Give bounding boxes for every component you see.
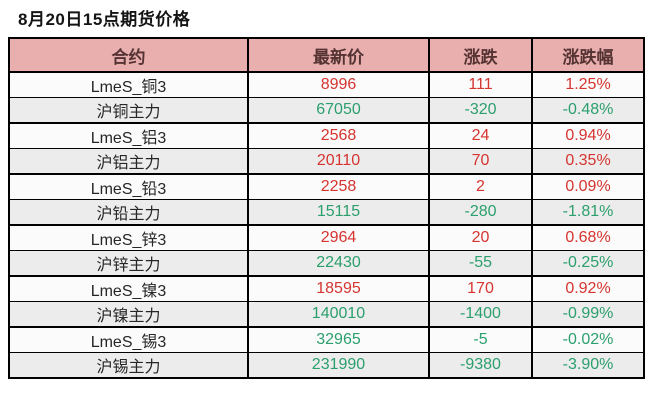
cell-change: 70: [428, 148, 533, 175]
cell-change: 20: [428, 224, 533, 251]
table-header: 合约 最新价 涨跌 涨跌幅: [8, 37, 645, 73]
table-row: 沪铝主力 20110 70 0.35%: [8, 148, 645, 175]
cell-last: 2258: [247, 173, 430, 200]
cell-last: 67050: [247, 97, 430, 124]
cell-pct: 0.92%: [531, 275, 645, 302]
cell-pct: -3.90%: [531, 352, 645, 379]
cell-pct: -1.81%: [531, 199, 645, 226]
cell-contract: LmeS_锡3: [8, 326, 249, 353]
column-header: 涨跌幅: [531, 37, 645, 73]
cell-change: -5: [428, 326, 533, 353]
cell-change: 2: [428, 173, 533, 200]
cell-pct: -0.02%: [531, 326, 645, 353]
cell-change: 24: [428, 122, 533, 149]
cell-change: 170: [428, 275, 533, 302]
table-row: LmeS_锌3 2964 20 0.68%: [8, 224, 645, 251]
cell-contract: 沪铜主力: [8, 97, 249, 124]
cell-pct: -0.48%: [531, 97, 645, 124]
futures-price-table: 合约 最新价 涨跌 涨跌幅 LmeS_铜3 8996 111 1.25% 沪铜主力 67050-…: [8, 37, 645, 379]
cell-contract: LmeS_铅3: [8, 173, 249, 200]
cell-change: -1400: [428, 301, 533, 328]
header-row: 合约 最新价 涨跌 涨跌幅: [8, 37, 645, 73]
cell-pct: 1.25%: [531, 71, 645, 98]
column-header: 涨跌: [428, 37, 533, 73]
table-row: 沪镍主力 140010 -1400 -0.99%: [8, 301, 645, 328]
cell-pct: 0.68%: [531, 224, 645, 251]
cell-last: 22430: [247, 250, 430, 277]
table-row: LmeS_锡3 32965 -5 -0.02%: [8, 326, 645, 353]
cell-contract: 沪铝主力: [8, 148, 249, 175]
cell-last: 231990: [247, 352, 430, 379]
table-row: 沪铜主力 67050 -320 -0.48%: [8, 97, 645, 124]
cell-contract: LmeS_镍3: [8, 275, 249, 302]
table-row: 沪锌主力 22430 -55 -0.25%: [8, 250, 645, 277]
cell-last: 2568: [247, 122, 430, 149]
cell-contract: 沪镍主力: [8, 301, 249, 328]
column-header: 最新价: [247, 37, 430, 73]
table-row: LmeS_铜3 8996 111 1.25%: [8, 71, 645, 98]
cell-last: 32965: [247, 326, 430, 353]
cell-change: -9380: [428, 352, 533, 379]
cell-last: 2964: [247, 224, 430, 251]
table-row: LmeS_铝3 2568 24 0.94%: [8, 122, 645, 149]
table-body: LmeS_铜3 8996 111 1.25% 沪铜主力 67050 -320 -0.48% Lm…: [8, 71, 645, 379]
column-header: 合约: [8, 37, 249, 73]
cell-contract: LmeS_铝3: [8, 122, 249, 149]
cell-change: -55: [428, 250, 533, 277]
cell-change: -280: [428, 199, 533, 226]
cell-pct: 0.94%: [531, 122, 645, 149]
cell-pct: 0.09%: [531, 173, 645, 200]
cell-contract: 沪锌主力: [8, 250, 249, 277]
cell-contract: 沪铅主力: [8, 199, 249, 226]
cell-change: -320: [428, 97, 533, 124]
cell-change: 111: [428, 71, 533, 98]
table-row: LmeS_铅3 2258 2 0.09%: [8, 173, 645, 200]
cell-contract: LmeS_铜3: [8, 71, 249, 98]
cell-last: 140010: [247, 301, 430, 328]
cell-pct: -0.99%: [531, 301, 645, 328]
table-row: 沪铅主力 15115 -280 -1.81%: [8, 199, 645, 226]
table-row: 沪锡主力 231990 -9380 -3.90%: [8, 352, 645, 379]
table-row: LmeS_镍3 18595 170 0.92%: [8, 275, 645, 302]
cell-contract: 沪锡主力: [8, 352, 249, 379]
cell-pct: -0.25%: [531, 250, 645, 277]
cell-pct: 0.35%: [531, 148, 645, 175]
cell-last: 8996: [247, 71, 430, 98]
cell-last: 18595: [247, 275, 430, 302]
cell-contract: LmeS_锌3: [8, 224, 249, 251]
page-title: 8月20日15点期货价格: [18, 10, 191, 29]
cell-last: 15115: [247, 199, 430, 226]
cell-last: 20110: [247, 148, 430, 175]
